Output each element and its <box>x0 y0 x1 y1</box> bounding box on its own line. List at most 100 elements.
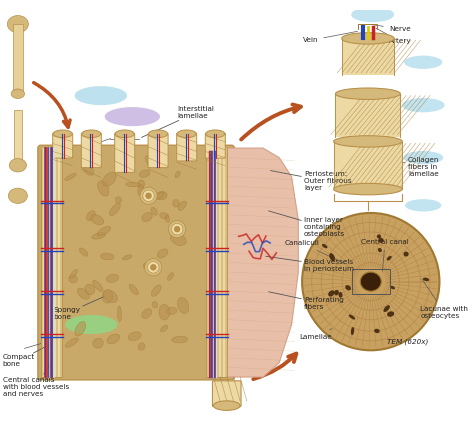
Bar <box>217 148 219 377</box>
Ellipse shape <box>109 203 120 215</box>
Ellipse shape <box>151 207 157 215</box>
Ellipse shape <box>138 343 145 350</box>
Ellipse shape <box>387 311 394 317</box>
Bar <box>342 39 395 75</box>
Ellipse shape <box>98 181 109 196</box>
Ellipse shape <box>351 327 354 335</box>
Text: Lacunae with
osteocytes: Lacunae with osteocytes <box>420 279 468 319</box>
Circle shape <box>145 259 162 276</box>
Circle shape <box>150 265 156 270</box>
Ellipse shape <box>53 130 72 138</box>
Circle shape <box>147 262 159 273</box>
Ellipse shape <box>115 130 134 138</box>
Ellipse shape <box>404 56 442 69</box>
Text: Canaliculi: Canaliculi <box>285 240 345 263</box>
Text: Vein: Vein <box>303 31 357 43</box>
Circle shape <box>140 187 157 204</box>
Ellipse shape <box>336 88 401 100</box>
Bar <box>225 148 227 377</box>
Ellipse shape <box>423 278 429 281</box>
FancyBboxPatch shape <box>148 133 168 167</box>
Ellipse shape <box>383 305 390 312</box>
Ellipse shape <box>360 272 381 291</box>
Ellipse shape <box>100 253 114 260</box>
Ellipse shape <box>345 285 351 290</box>
Text: Central canal: Central canal <box>361 239 409 271</box>
Bar <box>56 148 58 377</box>
Ellipse shape <box>103 290 118 303</box>
Bar <box>208 148 210 377</box>
Ellipse shape <box>70 270 78 278</box>
Ellipse shape <box>172 336 188 343</box>
Ellipse shape <box>177 298 189 313</box>
Ellipse shape <box>351 7 394 22</box>
Bar <box>41 148 43 377</box>
FancyArrowPatch shape <box>253 354 296 379</box>
Ellipse shape <box>69 275 77 283</box>
Ellipse shape <box>148 130 168 138</box>
Bar <box>334 142 402 189</box>
Text: Compact
bone: Compact bone <box>2 345 49 367</box>
FancyArrowPatch shape <box>34 83 70 127</box>
Ellipse shape <box>102 290 113 303</box>
Ellipse shape <box>91 215 104 225</box>
Ellipse shape <box>82 162 93 176</box>
Ellipse shape <box>322 244 328 248</box>
Ellipse shape <box>142 309 152 318</box>
Polygon shape <box>227 148 298 377</box>
Ellipse shape <box>77 288 90 299</box>
FancyArrowPatch shape <box>241 104 301 139</box>
Ellipse shape <box>138 185 144 195</box>
Text: Central canals
with blood vessels
and nerves: Central canals with blood vessels and ne… <box>2 365 69 396</box>
Ellipse shape <box>374 329 380 333</box>
Bar <box>211 148 213 377</box>
Ellipse shape <box>142 212 152 222</box>
Bar <box>223 148 225 377</box>
Ellipse shape <box>128 332 141 340</box>
Bar <box>206 148 227 377</box>
Bar <box>352 269 390 294</box>
Ellipse shape <box>378 248 382 252</box>
Ellipse shape <box>160 213 169 219</box>
Ellipse shape <box>168 273 173 280</box>
Ellipse shape <box>138 180 145 188</box>
Bar <box>219 148 221 377</box>
Ellipse shape <box>102 173 116 186</box>
Bar <box>41 148 62 377</box>
Ellipse shape <box>166 307 177 315</box>
Ellipse shape <box>85 284 95 295</box>
Ellipse shape <box>334 136 402 147</box>
Ellipse shape <box>349 315 355 320</box>
Ellipse shape <box>86 211 95 220</box>
Ellipse shape <box>74 86 127 105</box>
FancyBboxPatch shape <box>38 145 234 380</box>
Ellipse shape <box>65 315 118 334</box>
Text: TEM (620x): TEM (620x) <box>387 339 428 345</box>
Ellipse shape <box>334 184 402 195</box>
Ellipse shape <box>173 200 179 207</box>
Circle shape <box>172 223 183 235</box>
Ellipse shape <box>107 334 120 344</box>
Text: Perforating
fibers: Perforating fibers <box>269 292 344 310</box>
Text: Nerve: Nerve <box>372 25 410 32</box>
Ellipse shape <box>126 182 140 187</box>
Bar <box>58 148 60 377</box>
Text: Interstitial
lamellae: Interstitial lamellae <box>142 106 214 137</box>
Bar <box>213 148 215 377</box>
Ellipse shape <box>159 304 170 320</box>
Ellipse shape <box>105 107 160 126</box>
Circle shape <box>143 190 154 201</box>
Bar <box>43 148 45 377</box>
Ellipse shape <box>403 251 409 257</box>
Ellipse shape <box>79 248 88 256</box>
Ellipse shape <box>405 199 441 212</box>
Ellipse shape <box>329 253 335 261</box>
Ellipse shape <box>334 290 339 296</box>
Ellipse shape <box>92 233 106 239</box>
Ellipse shape <box>161 325 168 332</box>
Text: Lamellae: Lamellae <box>299 329 332 340</box>
FancyBboxPatch shape <box>205 133 225 158</box>
Ellipse shape <box>122 255 132 260</box>
Bar <box>54 148 56 377</box>
Ellipse shape <box>146 156 152 166</box>
